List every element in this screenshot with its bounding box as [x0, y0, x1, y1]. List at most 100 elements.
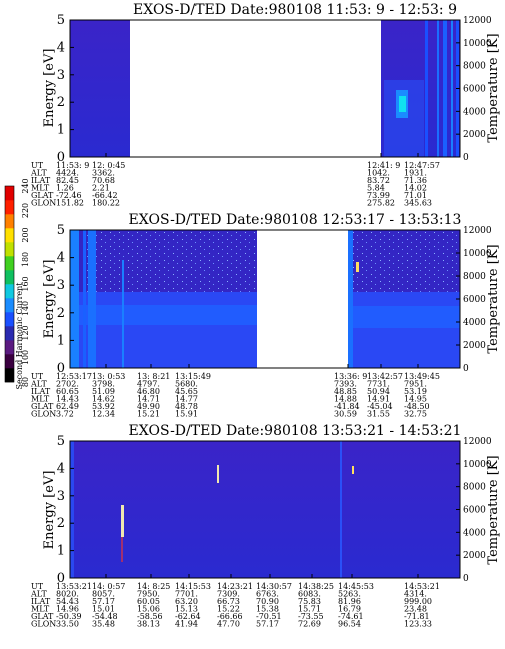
y2-tick-label: 0 [463, 574, 469, 584]
ephemeris-value: 3.72 [56, 410, 74, 419]
y-tick-label: 1 [57, 544, 65, 559]
ephemeris-value: 12:47:57 [404, 161, 440, 170]
ephemeris-value: 48.85 [334, 387, 357, 396]
ephemeris-row-label: MLT [31, 184, 50, 193]
colorbar-block [5, 354, 14, 369]
ephemeris-value: 45.65 [175, 387, 198, 396]
ephemeris-row-label: UT [31, 161, 44, 170]
y2-tick-label: 6000 [463, 506, 486, 516]
colorbar-block [5, 186, 14, 201]
ephemeris-value: 7951. [404, 380, 427, 389]
y-tick-label: 5 [57, 223, 65, 238]
y-tick-label: 3 [57, 278, 65, 293]
ephemeris-value: -62.64 [175, 612, 201, 621]
y2-tick-label: 2000 [463, 341, 486, 351]
y2-tick-label: 6000 [463, 295, 486, 305]
panel-2-y-label: Energy [eV] [42, 260, 57, 339]
ephemeris-value: 57.17 [92, 597, 115, 606]
ephemeris-value: 14.95 [404, 395, 427, 404]
ephemeris-value: 30.59 [334, 410, 357, 419]
colorbar-block [5, 368, 14, 383]
ephemeris-row-label: GLON [31, 620, 56, 629]
y-tick-label: 0 [57, 361, 65, 376]
ephemeris-row-label: ALT [30, 590, 47, 599]
colorbar-tick-label: 100 [21, 350, 30, 365]
colorbar-tick-label: 120 [21, 325, 30, 340]
ephemeris-value: 14.02 [404, 184, 427, 193]
ephemeris-value: -41.84 [334, 402, 360, 411]
panel-3-y-label: Energy [eV] [42, 471, 57, 550]
y2-tick-label: 12000 [463, 16, 492, 26]
panel-3-features [70, 441, 354, 578]
ephemeris-value: 62.49 [56, 402, 79, 411]
panel-2-title: EXOS-D/TED Date:980108 12:53:17 - 13:53:… [129, 212, 462, 228]
ephemeris-value: 1042. [367, 169, 390, 178]
ephemeris-value: 13:42:57 [367, 372, 403, 381]
ephemeris-value: 33.50 [56, 620, 79, 629]
panel-1-data-segment-a [70, 20, 130, 157]
ephemeris-row-label: GLAT [31, 191, 54, 200]
ephemeris-value: 81.96 [338, 597, 361, 606]
ephemeris-value: 12.34 [92, 410, 115, 419]
panel-1-y-ticks: 0 1 2 3 4 5 [57, 13, 74, 165]
y2-tick-label: 8000 [463, 62, 486, 72]
ephemeris-value: -71.81 [404, 612, 430, 621]
ephemeris-value: 5263. [338, 590, 361, 599]
ephemeris-value: -66.66 [217, 612, 243, 621]
colorbar-tick-label: 220 [21, 203, 30, 218]
ephemeris-value: 71.01 [404, 191, 427, 200]
colorbar-ticks: 80 100 120 140 160 180 200 220 240 [21, 178, 30, 387]
ephemeris-row-label: ILAT [31, 387, 51, 396]
ephemeris-value: 47.70 [217, 620, 240, 629]
ephemeris-value: 999.00 [404, 597, 432, 606]
ephemeris-row-label: GLON [31, 410, 56, 419]
colorbar-block [5, 242, 14, 257]
ephemeris-value: 180.22 [92, 199, 120, 208]
ephemeris-value: 57.17 [256, 620, 279, 629]
y-tick-label: 2 [57, 95, 65, 110]
colorbar-tick-label: 80 [21, 377, 30, 387]
panel-1-title: EXOS-D/TED Date:980108 11:53: 9 - 12:53:… [133, 2, 457, 18]
panel-2-band [70, 230, 460, 368]
ephemeris-value: -70.51 [256, 612, 282, 621]
ephemeris-value: 7309. [217, 590, 240, 599]
ephemeris-value: 5680. [175, 380, 198, 389]
y2-tick-label: 6000 [463, 85, 486, 95]
panel-2-y-ticks: 0 1 2 3 4 5 [57, 223, 74, 376]
ephemeris-value: 51.09 [92, 387, 115, 396]
ephemeris-value: -50.39 [56, 612, 82, 621]
ephemeris-row-label: ILAT [31, 597, 51, 606]
ephemeris-value: 73.99 [367, 191, 390, 200]
ephemeris-value: -72.46 [56, 191, 82, 200]
y-tick-label: 2 [57, 516, 65, 531]
ephemeris-value: 4797. [137, 380, 160, 389]
y2-tick-label: 12000 [463, 226, 492, 236]
ephemeris-row-label: ILAT [31, 176, 51, 185]
ephemeris-value: 14:30:57 [256, 582, 292, 591]
colorbar-block [5, 298, 14, 313]
colorbar-tick-label: 200 [21, 227, 30, 242]
ephemeris-value: -45.04 [367, 402, 393, 411]
ephemeris-value: 15.13 [175, 605, 198, 614]
y2-tick-label: 4000 [463, 528, 486, 538]
ephemeris-value: -74.61 [338, 612, 364, 621]
y2-tick-label: 10000 [463, 39, 492, 49]
y2-tick-label: 2000 [463, 551, 486, 561]
ephemeris-value: 4424. [56, 169, 79, 178]
ephemeris-value: -58.56 [137, 612, 163, 621]
colorbar-blocks [4, 185, 15, 383]
panel-3-title: EXOS-D/TED Date:980108 13:53:21 - 14:53:… [129, 423, 462, 439]
colorbar-tick-label: 240 [21, 178, 30, 193]
colorbar-block [5, 340, 14, 355]
ephemeris-value: 15.71 [298, 605, 321, 614]
colorbar-tick-label: 140 [21, 301, 30, 316]
ephemeris-value: 14.91 [367, 395, 390, 404]
ephemeris-value: 151.82 [56, 199, 84, 208]
y-tick-label: 5 [57, 434, 65, 449]
ephemeris-value: 7731. [367, 380, 390, 389]
ephemeris-value: 4314. [404, 590, 427, 599]
ephemeris-value: 70.90 [256, 597, 279, 606]
y-tick-label: 3 [57, 489, 65, 504]
y-tick-label: 1 [57, 333, 65, 348]
